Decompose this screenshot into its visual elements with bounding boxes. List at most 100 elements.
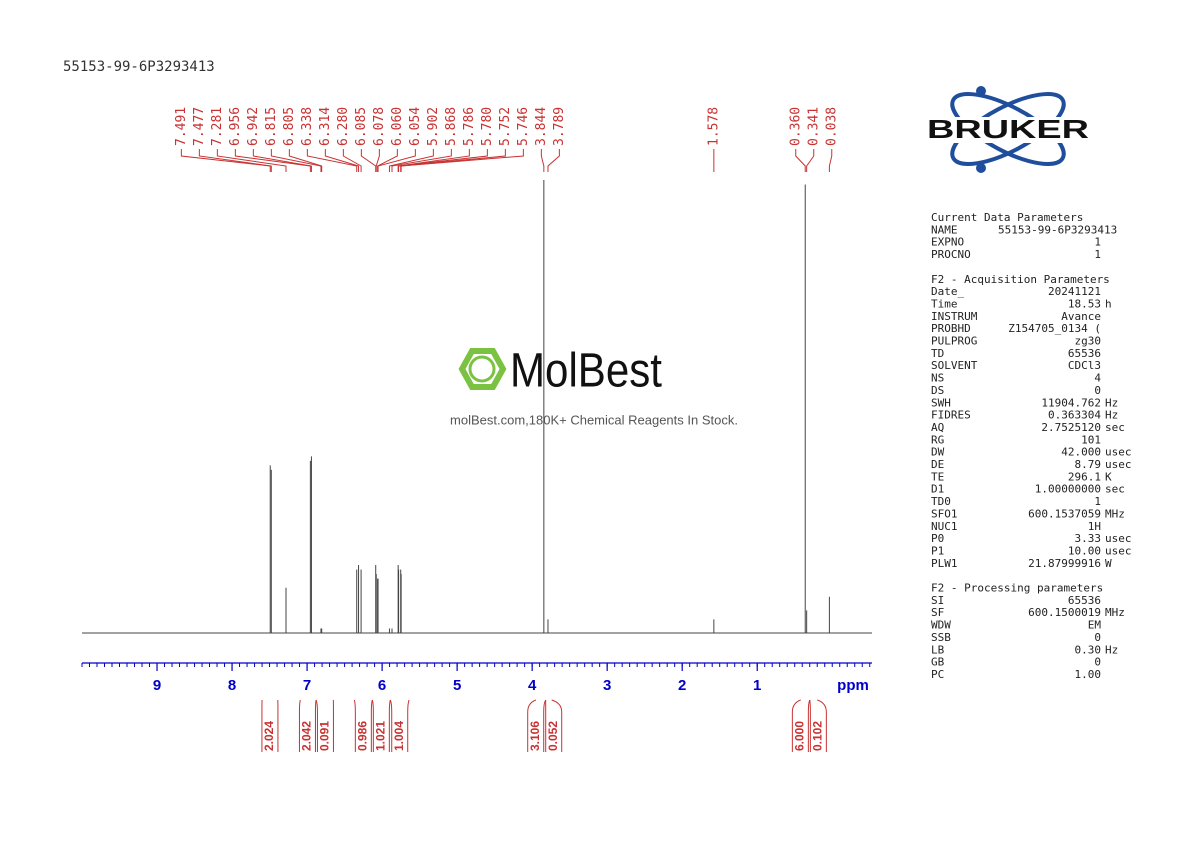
peak-label: 5.746 bbox=[516, 107, 531, 146]
param-unit: usec bbox=[1105, 446, 1132, 459]
peak-leader bbox=[828, 149, 833, 172]
peak-leader bbox=[216, 149, 287, 172]
peak-label: 7.491 bbox=[174, 107, 189, 146]
peak-label: 6.805 bbox=[282, 107, 297, 146]
param-value: 101 bbox=[1081, 433, 1101, 446]
param-name: PC bbox=[931, 668, 944, 681]
param-value: CDCl3 bbox=[1068, 359, 1101, 372]
peak-leader bbox=[400, 149, 524, 172]
peak-label: 3.789 bbox=[552, 107, 567, 146]
param-unit: sec bbox=[1105, 483, 1125, 496]
peak-leader bbox=[391, 149, 452, 172]
hexagon-icon bbox=[458, 348, 507, 390]
param-value: 0 bbox=[1094, 384, 1101, 397]
x-tick-label: 5 bbox=[453, 677, 461, 694]
x-tick-label: 8 bbox=[228, 677, 236, 694]
param-value: Z154705_0134 ( bbox=[1008, 322, 1101, 335]
param-name: WDW bbox=[931, 619, 951, 632]
orbit bbox=[950, 92, 1066, 166]
section-title: F2 - Acquisition Parameters bbox=[931, 273, 1110, 286]
integral-bracket bbox=[809, 699, 827, 752]
peak-label: 6.085 bbox=[354, 107, 369, 146]
param-unit: usec bbox=[1105, 458, 1132, 471]
param-value: 18.53 bbox=[1068, 297, 1101, 310]
peak-leader bbox=[306, 149, 358, 172]
integral-bracket bbox=[389, 699, 410, 752]
x-tick-label: 2 bbox=[678, 677, 686, 694]
param-unit: h bbox=[1105, 297, 1112, 310]
integral-label: 0.986 bbox=[356, 721, 370, 751]
integral-label: 1.021 bbox=[374, 721, 388, 751]
param-name: SSB bbox=[931, 631, 951, 644]
peak-leader bbox=[388, 149, 434, 172]
peak-leader bbox=[377, 149, 416, 172]
peak-leader bbox=[324, 149, 360, 172]
integral-label: 0.102 bbox=[811, 721, 825, 751]
peak-label: 6.338 bbox=[300, 107, 315, 146]
param-value: 65536 bbox=[1068, 347, 1101, 360]
param-name: NUC1 bbox=[931, 520, 958, 533]
param-value: Avance bbox=[1061, 310, 1101, 323]
param-name: EXPNO bbox=[931, 236, 964, 249]
param-unit: K bbox=[1105, 470, 1112, 483]
peak-label: 7.477 bbox=[192, 107, 207, 146]
param-name: NS bbox=[931, 372, 944, 385]
param-value: 2.7525120 bbox=[1041, 421, 1101, 434]
param-value: 65536 bbox=[1068, 594, 1101, 607]
param-name: AQ bbox=[931, 421, 944, 434]
param-value: 21.87999916 bbox=[1028, 557, 1101, 570]
param-value: 0.363304 bbox=[1048, 409, 1101, 422]
peak-label: 5.902 bbox=[426, 107, 441, 146]
param-value: zg30 bbox=[1075, 335, 1102, 348]
peak-leader bbox=[795, 149, 806, 172]
param-value: 296.1 bbox=[1068, 470, 1101, 483]
peak-label: 6.054 bbox=[408, 107, 423, 146]
electron bbox=[976, 163, 986, 173]
peak-label: 6.942 bbox=[246, 107, 261, 146]
peak-label: 0.360 bbox=[788, 107, 803, 146]
param-name: GB bbox=[931, 656, 945, 669]
peak-leader bbox=[270, 149, 322, 172]
x-tick-label: 7 bbox=[303, 677, 311, 694]
param-name: FIDRES bbox=[931, 409, 971, 422]
integral-label: 2.024 bbox=[262, 721, 276, 751]
peak-label: 6.280 bbox=[336, 107, 351, 146]
x-tick-label: 9 bbox=[153, 677, 161, 694]
integral-label: 0.091 bbox=[318, 721, 332, 751]
param-value: 11904.762 bbox=[1041, 396, 1101, 409]
param-unit: usec bbox=[1105, 544, 1132, 557]
peak-leader bbox=[806, 149, 815, 172]
param-value: 20241121 bbox=[1048, 285, 1101, 298]
peak-label: 1.578 bbox=[706, 107, 721, 146]
peak-leader bbox=[180, 149, 271, 172]
param-name: SF bbox=[931, 606, 944, 619]
integral-bracket bbox=[545, 699, 563, 752]
peak-label: 3.844 bbox=[534, 107, 549, 146]
x-tick-label: 3 bbox=[603, 677, 611, 694]
peak-label: 5.752 bbox=[498, 107, 513, 146]
peak-label: 6.060 bbox=[390, 107, 405, 146]
param-value: 1.00000000 bbox=[1035, 483, 1101, 496]
peak-label: 5.786 bbox=[462, 107, 477, 146]
param-name: SWH bbox=[931, 396, 951, 409]
peak-leader bbox=[234, 149, 311, 172]
param-name: DS bbox=[931, 384, 944, 397]
param-unit: usec bbox=[1105, 532, 1132, 545]
orbit bbox=[950, 92, 1066, 166]
integral-bracket bbox=[261, 699, 279, 752]
peak-leader bbox=[360, 149, 377, 172]
param-value: 1H bbox=[1088, 520, 1101, 533]
integral-label: 1.004 bbox=[392, 721, 406, 751]
param-value: 8.79 bbox=[1075, 458, 1102, 471]
electron bbox=[976, 86, 986, 96]
param-value: 1 bbox=[1094, 248, 1101, 261]
peak-label: 6.314 bbox=[318, 107, 333, 146]
logo-backing bbox=[926, 117, 1090, 143]
section-title: F2 - Processing parameters bbox=[931, 582, 1103, 595]
param-name: PROCNO bbox=[931, 248, 971, 261]
x-tick-label: 6 bbox=[378, 677, 386, 694]
param-value: 55153-99-6P3293413 bbox=[998, 223, 1117, 236]
integral-label: 3.106 bbox=[528, 721, 542, 751]
logo-text: BRUKER bbox=[927, 114, 1089, 144]
